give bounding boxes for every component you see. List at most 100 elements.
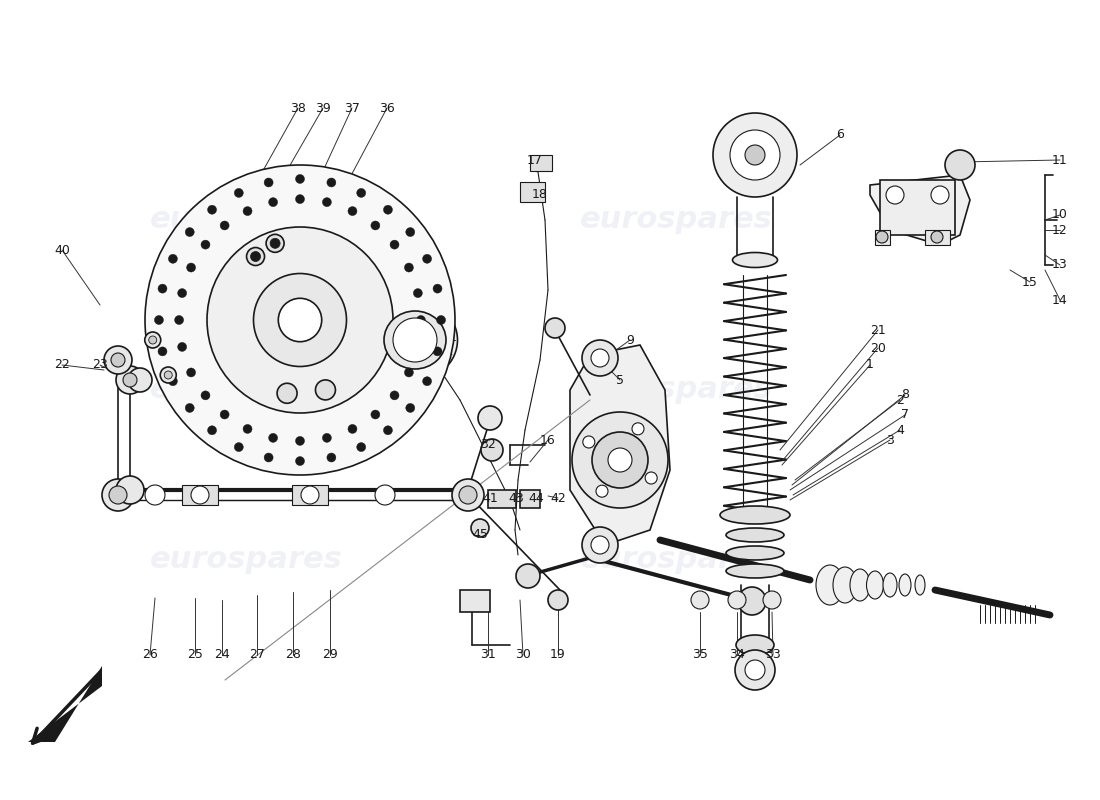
Circle shape [243,425,252,434]
Circle shape [128,368,152,392]
Ellipse shape [736,635,774,655]
Circle shape [691,591,710,609]
Circle shape [745,660,764,680]
Circle shape [405,263,414,272]
Polygon shape [874,230,890,245]
Bar [520,182,544,202]
Circle shape [356,189,365,198]
Text: eurospares: eurospares [580,546,772,574]
Text: 45: 45 [472,527,488,541]
Ellipse shape [833,567,857,603]
Circle shape [185,403,195,413]
Circle shape [348,425,358,434]
Text: 16: 16 [540,434,556,446]
Circle shape [164,371,173,379]
Circle shape [145,332,161,348]
Text: 2: 2 [896,394,904,406]
Circle shape [931,231,943,243]
Ellipse shape [384,311,446,369]
Circle shape [327,178,336,187]
Circle shape [246,247,264,266]
Circle shape [264,453,273,462]
Circle shape [422,377,431,386]
Bar [530,155,552,171]
Circle shape [393,318,437,362]
Circle shape [481,439,503,461]
Text: 11: 11 [1052,154,1068,166]
Circle shape [763,591,781,609]
Circle shape [406,403,415,413]
Ellipse shape [899,574,911,596]
Circle shape [161,367,176,383]
Circle shape [111,353,125,367]
Circle shape [322,434,331,442]
Circle shape [745,145,764,165]
Polygon shape [925,230,950,245]
Circle shape [728,591,746,609]
Circle shape [296,194,305,204]
Circle shape [296,457,305,466]
Text: 42: 42 [550,491,565,505]
Circle shape [154,315,164,325]
Circle shape [945,150,975,180]
Text: 10: 10 [1052,209,1068,222]
Circle shape [437,315,446,325]
Text: 43: 43 [508,491,524,505]
Circle shape [234,189,243,198]
Circle shape [632,423,644,435]
Circle shape [738,587,766,615]
Text: 6: 6 [836,129,844,142]
Circle shape [433,284,442,293]
Circle shape [168,254,177,263]
Circle shape [277,383,297,403]
Circle shape [264,178,273,187]
Circle shape [471,519,490,537]
Circle shape [931,186,949,204]
Circle shape [582,527,618,563]
Bar [520,490,540,508]
Circle shape [390,240,399,249]
Circle shape [390,391,399,400]
Text: 1: 1 [866,358,873,371]
Circle shape [478,406,502,430]
Circle shape [405,368,414,377]
Circle shape [371,221,380,230]
Ellipse shape [726,528,784,542]
Circle shape [220,221,229,230]
Ellipse shape [720,506,790,524]
Circle shape [253,274,346,366]
Bar [488,490,516,508]
Text: 30: 30 [515,649,531,662]
Circle shape [348,206,358,215]
Circle shape [243,206,252,215]
Text: 5: 5 [616,374,624,386]
Circle shape [544,318,565,338]
Text: 22: 22 [54,358,70,371]
Circle shape [417,315,426,325]
Text: 25: 25 [187,649,202,662]
Ellipse shape [850,569,870,601]
Ellipse shape [373,300,458,380]
Ellipse shape [733,253,778,267]
Circle shape [251,251,261,262]
Circle shape [234,442,243,451]
Circle shape [356,442,365,451]
Circle shape [220,410,229,419]
Circle shape [268,434,277,442]
Circle shape [582,340,618,376]
Circle shape [158,284,167,293]
Text: eurospares: eurospares [150,206,343,234]
Bar [292,485,328,505]
Circle shape [177,289,187,298]
Text: 44: 44 [528,491,543,505]
Text: 40: 40 [54,243,70,257]
Circle shape [583,436,595,448]
Circle shape [296,437,305,446]
Circle shape [384,206,393,214]
Text: 37: 37 [344,102,360,114]
Circle shape [375,485,395,505]
Ellipse shape [883,573,896,597]
Circle shape [207,227,393,413]
Circle shape [123,373,138,387]
Bar [880,180,955,235]
